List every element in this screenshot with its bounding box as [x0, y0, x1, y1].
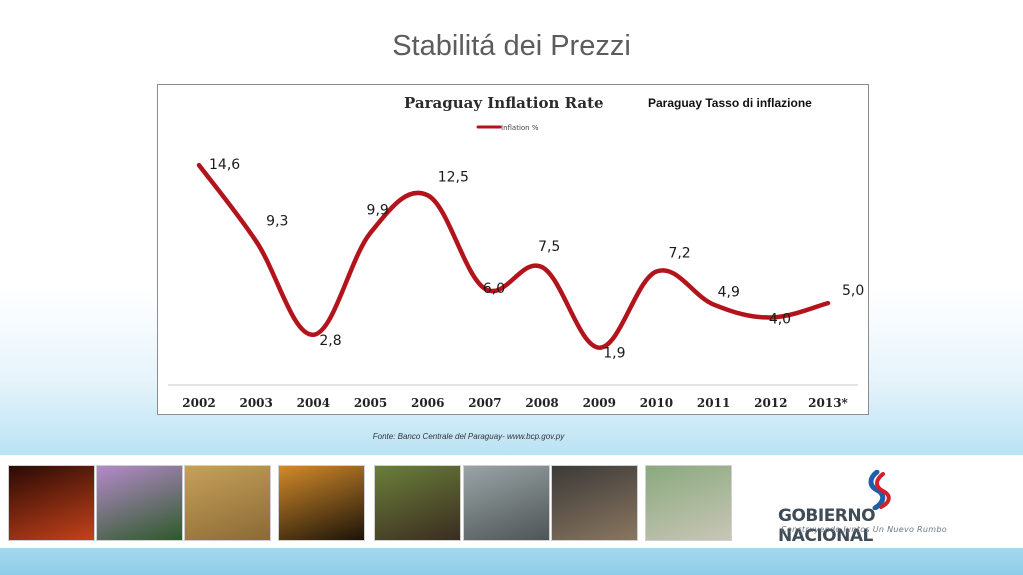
data-label: 2,8	[319, 333, 341, 349]
x-tick-label: 2013*	[808, 396, 848, 410]
data-label: 1,9	[603, 346, 625, 362]
cathedral-photo	[8, 465, 95, 541]
chart-title: Paraguay Inflation Rate	[404, 94, 604, 112]
chart-subtitle: Paraguay Tasso di inflazione	[648, 96, 812, 110]
x-tick-label: 2004	[297, 396, 330, 410]
logo-sub-text: Construyendo Juntos Un Nuevo Rumbo	[781, 525, 947, 534]
x-tick-label: 2010	[640, 396, 673, 410]
x-tick-label: 2009	[583, 396, 616, 410]
cattle-herd-photo	[374, 465, 461, 541]
gobierno-nacional-logo: GOBIERNO NACIONAL Construyendo Juntos Un…	[775, 470, 975, 546]
page-title: Stabilitá dei Prezzi	[392, 30, 631, 62]
x-tick-label: 2007	[468, 396, 501, 410]
x-tick-label: 2008	[525, 396, 558, 410]
series-line-inflation	[196, 162, 831, 350]
data-label: 7,5	[538, 239, 560, 255]
source-note: Fonte: Banco Centrale del Paraguay- www.…	[372, 432, 565, 441]
data-label: 5,0	[842, 283, 864, 299]
inflation-chart: Paraguay Inflation Rate Paraguay Tasso d…	[168, 94, 864, 410]
data-label: 9,3	[266, 213, 288, 229]
x-tick-label: 2012	[754, 396, 787, 410]
data-label: 4,9	[718, 285, 740, 301]
data-label: 6,0	[483, 281, 505, 297]
data-label: 14,6	[209, 157, 240, 173]
river-barges-photo	[645, 465, 732, 541]
palm-sunset-photo	[278, 465, 365, 541]
x-tick-label: 2011	[697, 396, 730, 410]
legend-label: Inflation %	[501, 124, 539, 132]
data-label: 12,5	[438, 169, 469, 185]
soybean-harvest-photo	[184, 465, 271, 541]
x-tick-label: 2002	[182, 396, 215, 410]
lapacho-tree-photo	[96, 465, 183, 541]
factory-workers-photo	[463, 465, 550, 541]
data-label: 7,2	[668, 246, 690, 262]
x-tick-label: 2003	[239, 396, 272, 410]
data-label: 9,9	[367, 203, 389, 219]
chart-frame: Paraguay Inflation Rate Paraguay Tasso d…	[157, 84, 869, 415]
x-tick-label: 2006	[411, 396, 444, 410]
logo-main-text: GOBIERNO NACIONAL	[778, 506, 876, 546]
industrial-plant-photo	[551, 465, 638, 541]
x-tick-label: 2005	[354, 396, 387, 410]
logo-emblem-icon	[868, 470, 891, 510]
data-label: 4,0	[769, 312, 791, 328]
photo-strip	[0, 459, 1023, 547]
